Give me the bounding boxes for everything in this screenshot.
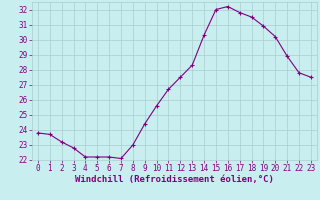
X-axis label: Windchill (Refroidissement éolien,°C): Windchill (Refroidissement éolien,°C): [75, 175, 274, 184]
